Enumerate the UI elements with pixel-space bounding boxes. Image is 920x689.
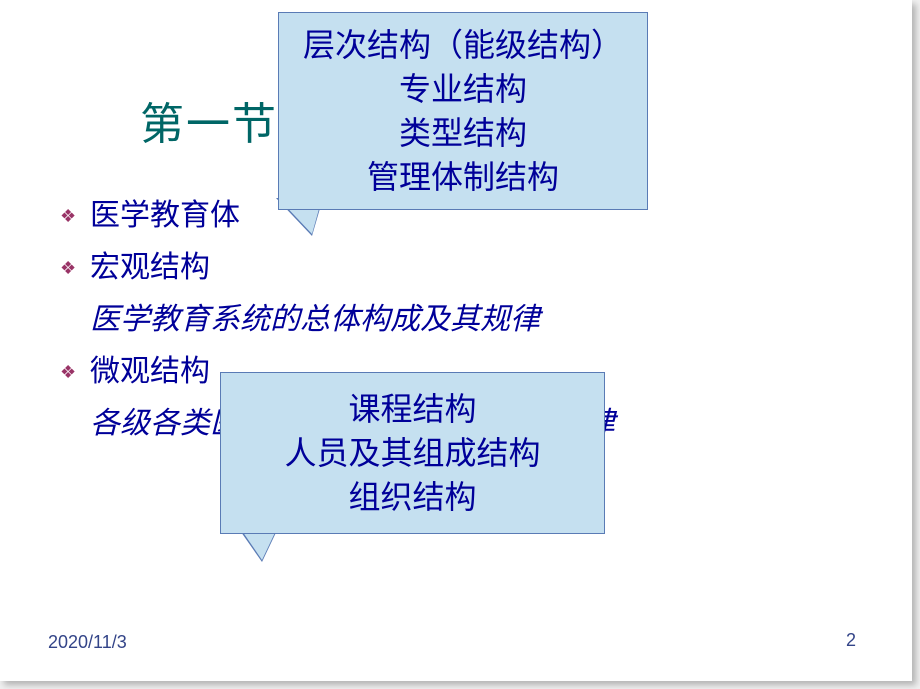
footer-date: 2020/11/3 xyxy=(48,632,127,653)
diamond-bullet-icon: ❖ xyxy=(60,346,78,398)
callout-line: 专业结构 xyxy=(299,67,627,111)
slide: 第一节 节 医学教育体 系 ❖ 医学教育体 ❖ 宏观结构 医学教育系统的总体构成… xyxy=(0,0,912,681)
callout-line: 管理体制结构 xyxy=(299,155,627,199)
diamond-bullet-icon: ❖ xyxy=(60,190,78,242)
title-text: 第一节 xyxy=(140,100,278,149)
bullet-text: 宏观结构 xyxy=(90,242,210,294)
indented-content-part1: 各级各类医 xyxy=(90,407,240,440)
bullet-text: 微观结构 xyxy=(90,346,210,398)
callout-line: 层次结构（能级结构） xyxy=(299,23,627,67)
callout-line: 课程结构 xyxy=(241,387,584,431)
indented-content: 医学教育系统的总体构成及其规律 xyxy=(90,303,540,336)
indented-text-1: 医学教育系统的总体构成及其规律 xyxy=(90,294,615,346)
callout-top: 层次结构（能级结构） 专业结构 类型结构 管理体制结构 xyxy=(278,12,648,210)
footer-page-number: 2 xyxy=(846,630,856,651)
bullet-item-2: ❖ 宏观结构 xyxy=(60,242,615,294)
callout-bottom: 课程结构 人员及其组成结构 组织结构 xyxy=(220,372,605,534)
bullet-text: 医学教育体 xyxy=(90,190,240,242)
diamond-bullet-icon: ❖ xyxy=(60,242,78,294)
callout-line: 类型结构 xyxy=(299,111,627,155)
callout-line: 组织结构 xyxy=(241,475,584,519)
callout-line: 人员及其组成结构 xyxy=(241,431,584,475)
